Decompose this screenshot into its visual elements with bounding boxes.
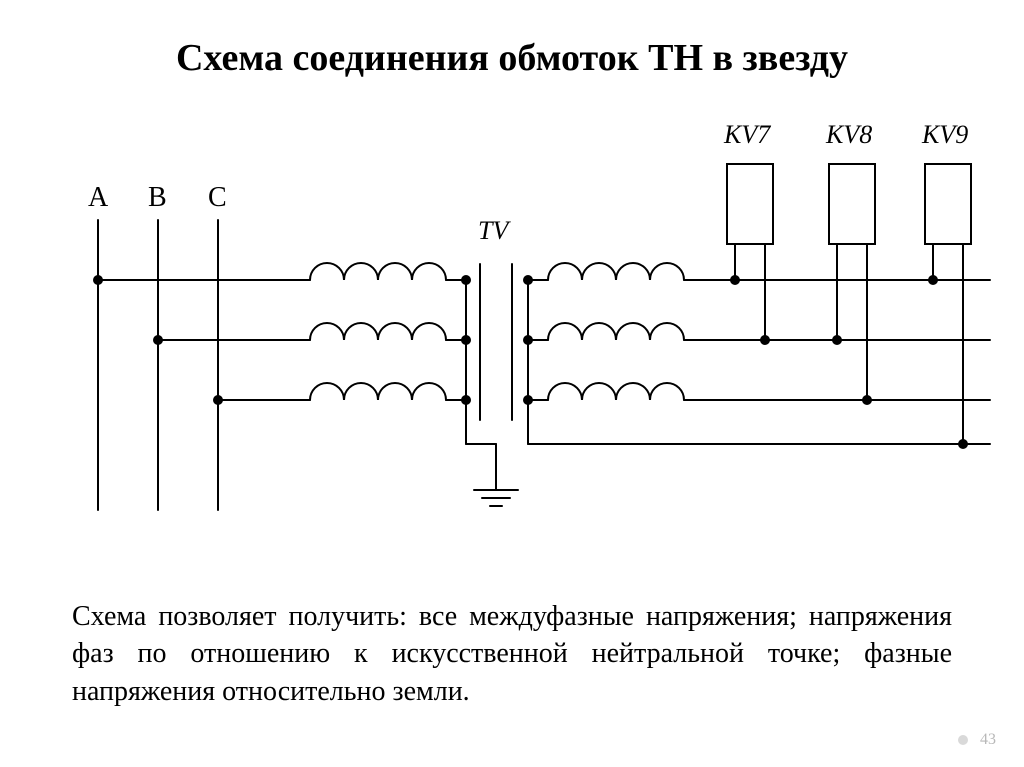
page-number: 43 (980, 731, 996, 749)
page-dot-icon (958, 735, 968, 745)
caption-text: Схема позволяет получить: все междуфазны… (72, 598, 952, 711)
